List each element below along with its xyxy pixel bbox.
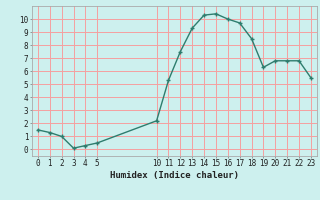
X-axis label: Humidex (Indice chaleur): Humidex (Indice chaleur) bbox=[110, 171, 239, 180]
